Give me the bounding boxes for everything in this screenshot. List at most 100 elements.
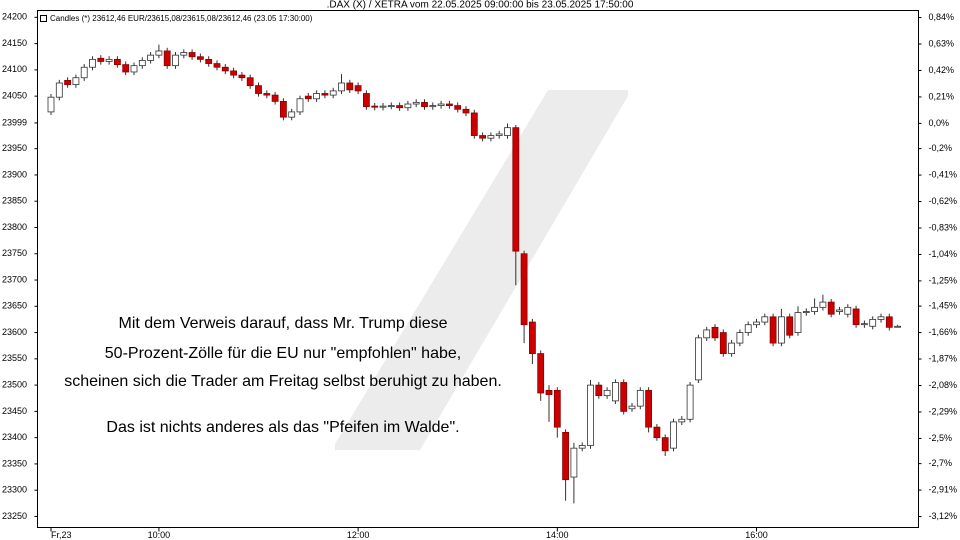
candle-body — [429, 105, 437, 108]
candle-body — [114, 58, 121, 66]
candle-body — [130, 65, 138, 73]
candle-body — [80, 66, 88, 79]
candle-body — [263, 93, 271, 96]
y2-tick-label: -1,87% — [929, 353, 958, 363]
candle-body — [504, 127, 511, 136]
candle-body — [470, 112, 478, 136]
y-tick-label: 23999 — [2, 117, 27, 127]
y2-tick-label: 0,0% — [929, 118, 950, 128]
candle-body — [537, 353, 545, 394]
candle-body — [520, 253, 528, 326]
candle-body — [695, 337, 702, 381]
candle-body — [653, 426, 661, 439]
y-tick-label: 23850 — [2, 196, 27, 206]
candle-body — [811, 306, 818, 312]
y-tick-label: 24200 — [2, 12, 27, 22]
candle-body — [487, 135, 495, 139]
candle-body — [678, 418, 686, 423]
annotation: Mit dem Verweis darauf, dass Mr. Trump d… — [118, 315, 447, 332]
candle-body — [794, 312, 802, 333]
candle-body — [147, 54, 155, 61]
candle-body — [338, 82, 345, 92]
candle-body — [686, 384, 694, 420]
y-tick-label: 23600 — [2, 327, 27, 337]
candle-body — [670, 421, 677, 449]
y2-tick-label: -0,2% — [929, 143, 953, 153]
candle-body — [877, 316, 885, 320]
y-tick-label: 24150 — [2, 38, 27, 48]
candle-body — [761, 316, 769, 323]
candle-body — [421, 102, 428, 108]
candle-body — [786, 316, 794, 336]
candle-body — [711, 326, 719, 339]
y2-tick-label: -1,25% — [929, 275, 958, 285]
candle-body — [462, 108, 470, 114]
candle-body — [163, 50, 171, 67]
candle-body — [495, 133, 503, 136]
y2-tick-label: -2,5% — [929, 433, 953, 443]
candle-body — [578, 445, 586, 449]
y2-tick-label: -0,83% — [929, 222, 958, 232]
legend-swatch — [40, 15, 47, 22]
candle-body — [138, 60, 146, 67]
candle-body — [769, 316, 777, 344]
candle-body — [255, 85, 262, 94]
candle-body — [529, 321, 536, 354]
candle-body — [97, 57, 105, 62]
candle-body — [72, 77, 80, 85]
candle-body — [105, 58, 113, 62]
x-tick-label: 16:00 — [745, 530, 768, 540]
candle-body — [885, 316, 893, 328]
y2-tick-label: -1,04% — [929, 249, 958, 259]
candle-body — [612, 382, 619, 402]
x-tick-label: 12:00 — [347, 530, 370, 540]
candle-body — [213, 63, 221, 68]
y2-tick-label: -1,45% — [929, 300, 958, 310]
y2-tick-label: 0,84% — [929, 12, 955, 22]
candle-body — [603, 389, 611, 397]
candle-body — [570, 447, 578, 478]
plot-frame — [37, 10, 919, 528]
y-tick-label: 24050 — [2, 91, 27, 101]
candle-body — [437, 103, 445, 106]
candle-body — [354, 85, 362, 92]
candle-body — [371, 105, 379, 108]
y-tick-label: 23400 — [2, 432, 27, 442]
x-tick-label: 10:00 — [148, 530, 171, 540]
y-tick-label: 23900 — [2, 169, 27, 179]
annotation: Das ist nichts anderes als das "Pfeifen … — [106, 419, 459, 436]
y-tick-label: 23450 — [2, 406, 27, 416]
annotation: scheinen sich die Trader am Freitag selb… — [64, 373, 502, 390]
candle-body — [346, 82, 354, 91]
y-tick-label: 23350 — [2, 458, 27, 468]
y-tick-label: 23800 — [2, 222, 27, 232]
candle-body — [55, 82, 63, 98]
candle-body — [379, 105, 387, 108]
candle-body — [553, 389, 561, 428]
candle-body — [64, 79, 71, 85]
candle-body — [479, 135, 487, 139]
candle-body — [719, 332, 727, 354]
candle-body — [221, 66, 229, 72]
candle-body — [362, 93, 370, 108]
candle-body — [545, 389, 553, 395]
candle-body — [304, 95, 312, 100]
candle-body — [404, 103, 412, 109]
candle-body — [844, 306, 852, 315]
y2-tick-label: -1,66% — [929, 327, 958, 337]
candle-body — [329, 90, 337, 96]
candle-body — [661, 437, 669, 452]
legend-text: Candles (*) 23612,46 EUR/23615,08/23615,… — [50, 14, 313, 23]
candle-body — [230, 70, 238, 76]
candle-body — [703, 329, 711, 339]
candle-body — [620, 382, 628, 412]
candle-body — [196, 56, 204, 60]
x-tick-label: Fr,23 — [51, 530, 72, 540]
candle-body — [802, 311, 810, 314]
candle-body — [819, 301, 827, 308]
y-tick-label: 23550 — [2, 353, 27, 363]
candle-body — [894, 325, 901, 328]
x-tick-label: 14:00 — [546, 530, 569, 540]
candle-body — [512, 127, 520, 252]
